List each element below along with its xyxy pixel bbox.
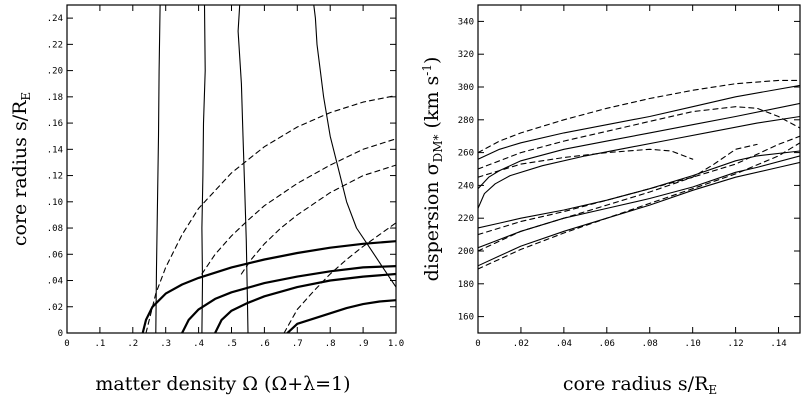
- left-chart: 0 .1 .2 .3 .4 .5 .6 .7 .8 .9 1.0 0 .02 .04 .06 .08 .10.…: [9, 4, 404, 395]
- right-y-axis-label-sup: -1: [420, 64, 434, 76]
- l-series-line-8: [145, 94, 396, 333]
- l-series-line-3: [313, 5, 396, 288]
- right-y-axis-label-sub: DM*: [431, 134, 445, 162]
- right-y-axis-label-post: (km s: [421, 76, 443, 135]
- r-y-tick-label: 240: [458, 181, 474, 191]
- l-x-tick-label: 0: [64, 339, 69, 349]
- right-chart: 0 .02 .04 .06 .08 .10 .12 .14 160 180 200 220 240 26…: [420, 4, 801, 397]
- l-y-tick-label: .24: [47, 14, 63, 24]
- r-series-line-5: [478, 161, 800, 267]
- left-y-axis-label-sub: E: [19, 92, 33, 101]
- l-series-line-1: [201, 5, 206, 333]
- right-x-axis-label: core radius s/RE: [563, 373, 717, 397]
- l-x-tick-label: .4: [193, 339, 204, 349]
- right-x-ticks: 0 .02 .04 .06 .08 .10 .12 .14: [475, 5, 787, 349]
- r-y-tick-label: 300: [458, 83, 474, 93]
- left-y-ticks: 0 .02 .04 .06 .08 .10 .12 .14 .16 .18 .20 .22 .24: [47, 14, 396, 339]
- r-y-tick-label: 180: [458, 280, 474, 290]
- r-y-tick-label: 220: [458, 214, 474, 224]
- right-series: [478, 79, 800, 270]
- r-series-line-11: [478, 142, 800, 270]
- l-y-tick-label: .04: [47, 277, 63, 287]
- l-series-line-4: [141, 240, 396, 333]
- l-series-line-5: [181, 265, 396, 333]
- left-x-axis-label: matter density Ω (Ω+λ=1): [95, 373, 350, 395]
- l-y-tick-label: .06: [47, 250, 63, 260]
- l-y-tick-label: .18: [47, 93, 63, 103]
- left-x-ticks: 0 .1 .2 .3 .4 .5 .6 .7 .8 .9 1.0: [64, 5, 404, 349]
- l-y-tick-label: .08: [47, 224, 63, 234]
- l-x-tick-label: .2: [127, 339, 138, 349]
- l-x-tick-label: .5: [226, 339, 237, 349]
- l-y-tick-label: .16: [47, 119, 63, 129]
- r-x-tick-label: .14: [770, 339, 786, 349]
- l-series-line-7: [286, 299, 396, 333]
- l-series-line-11: [283, 222, 396, 333]
- right-y-axis-label-end: ): [421, 57, 443, 64]
- l-y-tick-label: 0: [58, 329, 63, 339]
- r-y-tick-label: 160: [458, 313, 474, 323]
- r-x-tick-label: .02: [513, 339, 529, 349]
- l-x-tick-label: .3: [160, 339, 171, 349]
- r-x-tick-label: .10: [685, 339, 701, 349]
- r-y-tick-label: 200: [458, 247, 474, 257]
- left-y-axis-label-main: core radius s/R: [9, 100, 31, 246]
- l-x-tick-label: 1.0: [388, 339, 404, 349]
- r-series-line-0: [478, 84, 800, 160]
- left-y-axis-label: core radius s/RE: [9, 92, 33, 246]
- r-x-tick-label: .04: [556, 339, 572, 349]
- l-y-tick-label: .22: [47, 40, 63, 50]
- left-plot-frame: [66, 4, 397, 334]
- l-y-tick-label: .14: [47, 145, 63, 155]
- r-y-tick-label: 280: [458, 116, 474, 126]
- l-y-tick-label: .10: [47, 198, 63, 208]
- l-x-tick-label: .7: [292, 339, 303, 349]
- l-x-tick-label: .1: [94, 339, 105, 349]
- r-series-line-4: [478, 155, 800, 249]
- right-y-ticks: 160 180 200 220 240 260 280 300 320 340: [458, 17, 800, 323]
- r-series-line-9: [478, 135, 800, 236]
- r-series-line-3: [478, 150, 800, 229]
- r-y-tick-label: 260: [458, 149, 474, 159]
- r-series-line-6: [478, 79, 800, 154]
- right-y-axis-label: dispersion σDM* (km s-1): [420, 57, 445, 282]
- l-series-line-0: [155, 5, 161, 333]
- r-x-tick-label: 0: [475, 339, 480, 349]
- right-x-axis-label-sub: E: [708, 383, 717, 397]
- r-x-tick-label: .08: [642, 339, 658, 349]
- r-x-tick-label: .06: [599, 339, 615, 349]
- l-y-tick-label: .12: [47, 172, 63, 182]
- l-series-line-10: [240, 164, 396, 275]
- r-series-line-1: [478, 102, 800, 190]
- r-y-tick-label: 320: [458, 50, 474, 60]
- r-x-tick-label: .12: [727, 339, 743, 349]
- l-x-tick-label: .6: [259, 339, 270, 349]
- right-y-axis-label-pre: dispersion σ: [421, 162, 443, 281]
- l-series-line-9: [201, 138, 396, 275]
- l-x-tick-label: .8: [325, 339, 336, 349]
- l-series-line-2: [237, 5, 249, 333]
- l-y-tick-label: .02: [47, 303, 63, 313]
- r-series-line-7: [478, 106, 800, 170]
- l-series-line-6: [214, 272, 396, 333]
- l-y-tick-label: .20: [47, 67, 63, 77]
- r-series-line-2: [478, 115, 800, 209]
- l-x-tick-label: .9: [358, 339, 369, 349]
- right-x-axis-label-main: core radius s/R: [563, 373, 709, 395]
- r-y-tick-label: 340: [458, 17, 474, 27]
- r-series-line-8: [478, 148, 694, 178]
- left-series: [141, 5, 396, 333]
- r-series-line-10: [478, 143, 758, 252]
